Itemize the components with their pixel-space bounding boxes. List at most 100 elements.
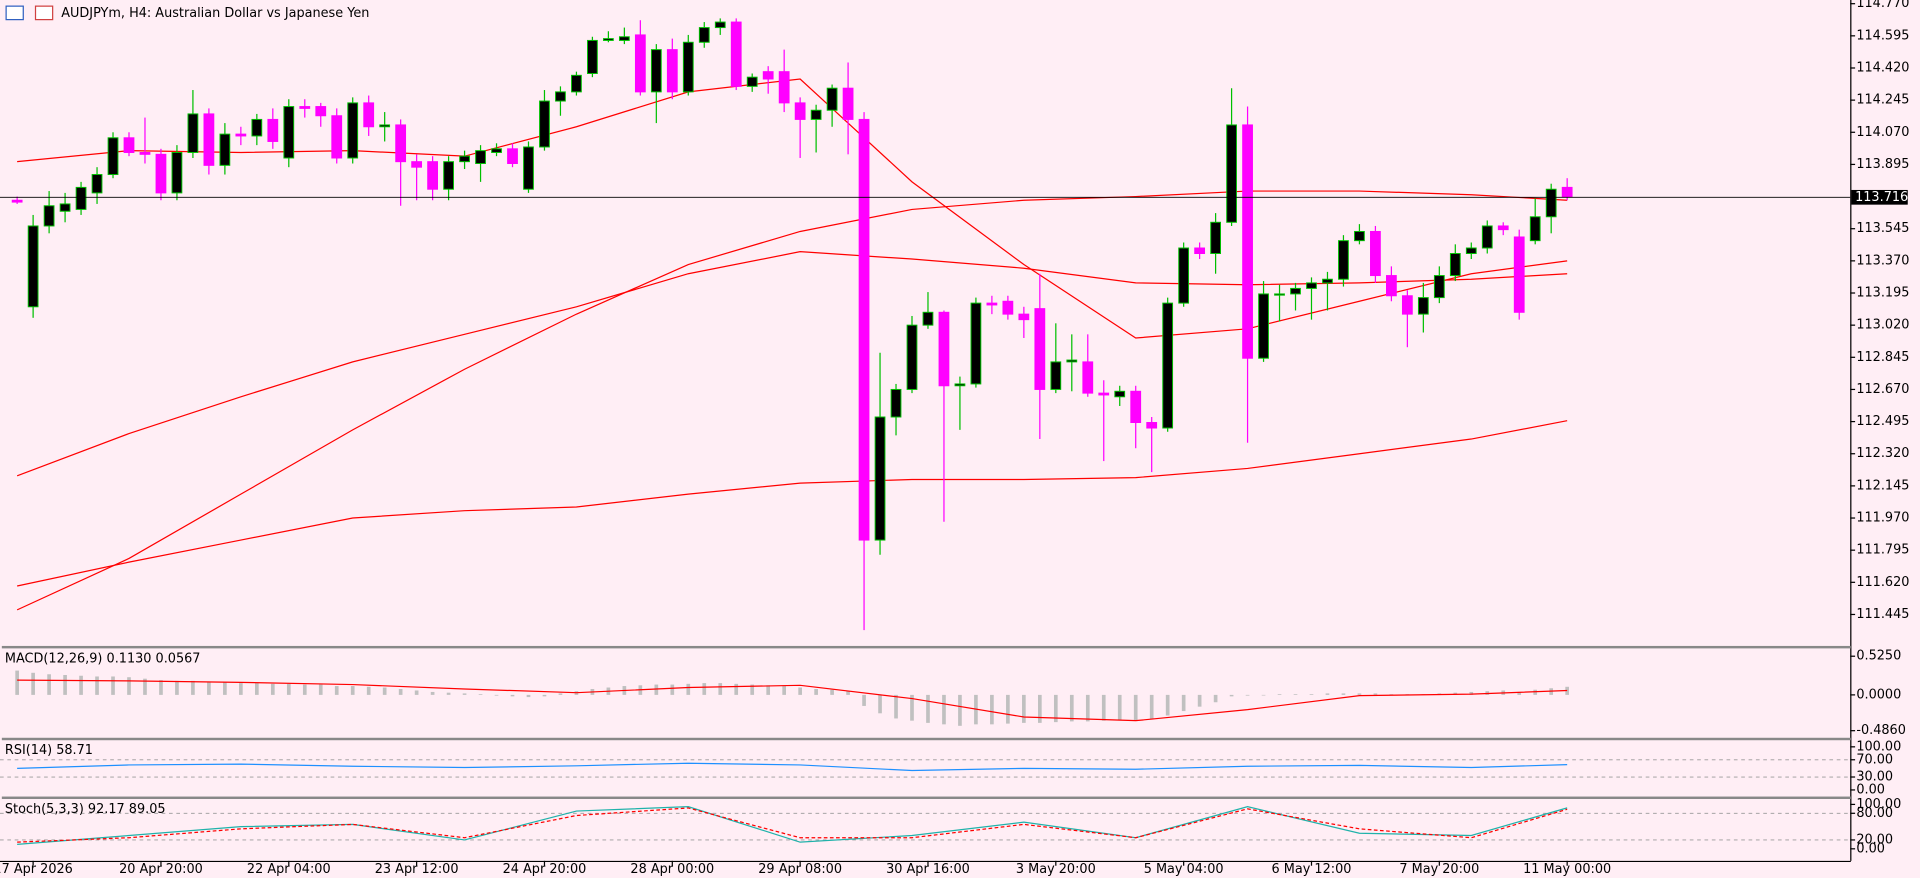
candle-body [1162,302,1174,429]
x-tick-label: 17 Apr 2026 [0,862,73,877]
pane-separator [1,796,1851,799]
y-tick-label: 114.595 [1856,28,1909,43]
candle-body [618,36,630,41]
y-tick-label: 111.970 [1856,511,1909,526]
macd-bar [398,688,403,695]
candle-body [299,106,311,109]
candle-body [1114,390,1126,398]
y-tick-label: 113.020 [1856,318,1909,333]
macd-bar [718,683,723,695]
last-price-label: 113.716 [1855,190,1908,205]
macd-bar [223,682,227,695]
candle-body [1242,124,1253,359]
indicator-line [17,679,1568,722]
candle-body [682,41,694,93]
macd-bar [111,676,115,695]
candle-body [714,21,726,29]
candle-body [491,148,502,153]
candle-body [1322,278,1333,284]
macd-bar [878,694,882,714]
candle-body [203,113,215,166]
candle-body [507,148,518,164]
macd-bar [1229,694,1234,697]
candle-body [778,71,790,104]
candle-body [43,205,55,227]
icon[interactable] [34,5,54,21]
candle-body [1002,300,1014,315]
macd-bar [1341,693,1346,695]
macd-bar [95,676,99,695]
macd-bar [47,674,51,695]
indicator-title: MACD(12,26,9) 0.1130 0.0567 [5,651,201,666]
y-tick-label: 20.00 [1856,832,1893,847]
y-tick-label: 100.00 [1856,739,1901,754]
candle-body [59,203,71,212]
candle-body [587,39,598,74]
y-tick-label: 111.620 [1856,575,1909,590]
candle-body [1018,313,1030,321]
icon[interactable] [5,5,24,21]
candle-body [1066,359,1078,363]
macd-bar [1245,694,1250,696]
macd-bar [766,685,771,695]
candle-body [826,87,838,111]
y-tick-label: 112.145 [1856,478,1909,493]
candle-body [107,137,119,176]
macd-bar [366,686,371,695]
macd-bar [1181,694,1186,712]
y-tick-label: 0.00 [1856,782,1885,797]
candle-body [1178,247,1190,304]
pane-separator [1,645,1851,649]
candle-body [906,324,918,390]
x-tick-label: 5 May 04:00 [1144,862,1224,877]
axes [0,0,1852,863]
macd-bar [286,683,291,695]
macd-bar [846,691,850,695]
macd-bar [478,694,483,695]
macd-bar [270,683,275,695]
candle-body [842,87,854,120]
macd-bar [862,694,866,706]
x-tick-label: 22 Apr 04:00 [247,862,331,877]
y-tick-label: 114.420 [1856,60,1909,75]
macd-bar [894,694,898,719]
candle-body [459,155,470,163]
macd-bar [207,681,211,695]
macd-bar [1197,694,1202,707]
candle-body [666,49,678,93]
candle-body [1497,225,1509,231]
candle-body [1130,390,1142,423]
y-tick-label: 113.195 [1856,286,1909,301]
macd-bar [782,686,786,695]
candle-body [555,91,566,102]
macd-bar [830,689,834,695]
x-tick-label: 29 Apr 08:00 [758,862,842,877]
x-tick-label: 30 Apr 16:00 [886,862,970,877]
macd-bar [1325,693,1330,695]
candle-body [139,151,151,155]
macd-bar [510,694,515,697]
x-tick-label: 6 May 12:00 [1272,862,1352,877]
candle-body [267,118,279,142]
candle-body [363,102,375,128]
candle-body [634,34,646,93]
macd-bar [175,680,179,695]
macd-bar [1117,694,1122,720]
macd-bar [750,684,755,695]
y-tick-label: 114.245 [1856,93,1909,108]
candle-body [1082,361,1094,394]
candle-body [1513,236,1525,313]
candle-body [794,102,806,120]
x-tick-label: 24 Apr 20:00 [503,862,587,877]
indicator-line [17,805,1568,845]
candle-body [315,106,327,117]
macd-bar [814,688,818,695]
candle-body [1290,287,1301,295]
macd-bar [446,692,451,695]
indicator-line [17,420,1568,587]
macd-bar [382,687,387,695]
candle-body [986,302,998,306]
y-tick-label: -0.4860 [1856,723,1906,738]
